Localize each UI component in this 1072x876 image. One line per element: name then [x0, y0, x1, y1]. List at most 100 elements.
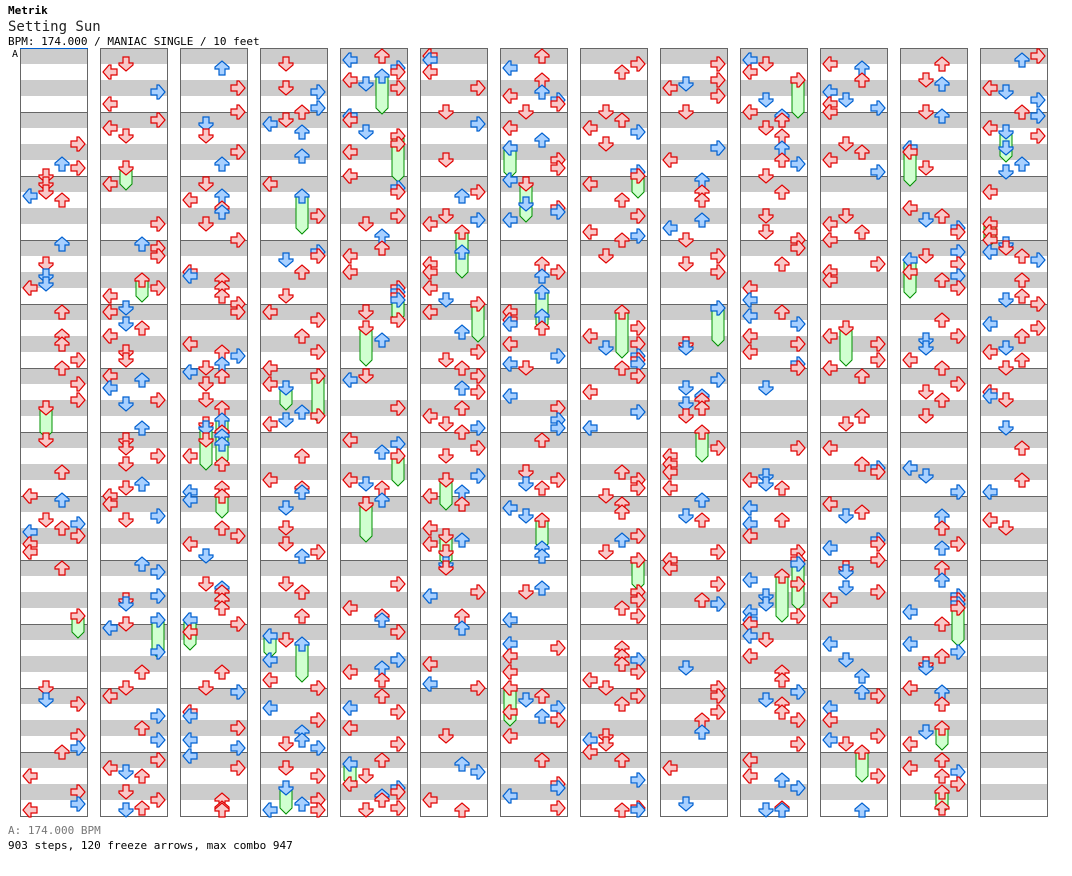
right-arrow-icon: [550, 712, 566, 728]
left-arrow-icon: [502, 120, 518, 136]
down-arrow-icon: [278, 252, 294, 268]
left-arrow-icon: [982, 388, 998, 404]
down-arrow-icon: [118, 352, 134, 368]
down-arrow-icon: [838, 416, 854, 432]
measure-border: [660, 752, 728, 817]
down-arrow-icon: [758, 92, 774, 108]
right-arrow-icon: [310, 768, 326, 784]
right-arrow-icon: [70, 740, 86, 756]
down-arrow-icon: [438, 152, 454, 168]
up-arrow-icon: [774, 672, 790, 688]
left-arrow-icon: [502, 636, 518, 652]
beat-stripe: [20, 752, 88, 768]
left-arrow-icon: [342, 720, 358, 736]
left-arrow-icon: [902, 352, 918, 368]
left-arrow-icon: [102, 288, 118, 304]
up-arrow-icon: [934, 720, 950, 736]
down-arrow-icon: [358, 216, 374, 232]
left-arrow-icon: [422, 52, 438, 68]
beat-stripe: [100, 720, 168, 736]
left-arrow-icon: [582, 732, 598, 748]
beat-stripe: [500, 80, 568, 96]
up-arrow-icon: [854, 408, 870, 424]
down-arrow-icon: [278, 632, 294, 648]
left-arrow-icon: [102, 328, 118, 344]
down-arrow-icon: [918, 104, 934, 120]
down-arrow-icon: [678, 796, 694, 812]
beat-stripe: [740, 80, 808, 96]
up-arrow-icon: [1014, 352, 1030, 368]
up-arrow-icon: [854, 456, 870, 472]
up-arrow-icon: [214, 400, 230, 416]
beat-stripe: [180, 144, 248, 160]
beat-stripe: [980, 528, 1048, 544]
beat-stripe: [100, 496, 168, 512]
left-arrow-icon: [742, 572, 758, 588]
left-arrow-icon: [502, 648, 518, 664]
beat-stripe: [420, 336, 488, 352]
right-arrow-icon: [150, 448, 166, 464]
beat-stripe: [580, 624, 648, 640]
left-arrow-icon: [262, 472, 278, 488]
right-arrow-icon: [390, 448, 406, 464]
right-arrow-icon: [710, 440, 726, 456]
right-arrow-icon: [950, 484, 966, 500]
beat-stripe: [500, 112, 568, 128]
down-arrow-icon: [598, 488, 614, 504]
right-arrow-icon: [550, 160, 566, 176]
down-arrow-icon: [998, 240, 1014, 256]
right-arrow-icon: [470, 344, 486, 360]
beat-stripe: [660, 528, 728, 544]
up-arrow-icon: [134, 800, 150, 816]
beat-stripe: [900, 48, 968, 64]
left-arrow-icon: [662, 480, 678, 496]
up-arrow-icon: [54, 560, 70, 576]
beat-stripe: [340, 208, 408, 224]
up-arrow-icon: [54, 520, 70, 536]
right-arrow-icon: [230, 348, 246, 364]
down-arrow-icon: [198, 128, 214, 144]
beat-stripe: [20, 368, 88, 384]
right-arrow-icon: [310, 84, 326, 100]
up-arrow-icon: [374, 228, 390, 244]
beat-stripe: [20, 560, 88, 576]
beat-stripe: [820, 592, 888, 608]
beat-stripe: [820, 496, 888, 512]
up-arrow-icon: [614, 532, 630, 548]
down-arrow-icon: [38, 400, 54, 416]
beat-stripe: [660, 656, 728, 672]
right-arrow-icon: [630, 608, 646, 624]
beat-stripe: [660, 432, 728, 448]
left-arrow-icon: [102, 496, 118, 512]
beat-stripe: [100, 176, 168, 192]
left-arrow-icon: [262, 672, 278, 688]
right-arrow-icon: [710, 300, 726, 316]
left-arrow-icon: [742, 472, 758, 488]
right-arrow-icon: [470, 368, 486, 384]
down-arrow-icon: [998, 164, 1014, 180]
down-arrow-icon: [278, 736, 294, 752]
down-arrow-icon: [118, 596, 134, 612]
beat-stripe: [740, 112, 808, 128]
right-arrow-icon: [310, 802, 326, 818]
left-arrow-icon: [342, 144, 358, 160]
up-arrow-icon: [454, 496, 470, 512]
left-arrow-icon: [582, 384, 598, 400]
left-arrow-icon: [742, 292, 758, 308]
left-arrow-icon: [502, 788, 518, 804]
down-arrow-icon: [758, 208, 774, 224]
beat-stripe: [980, 176, 1048, 192]
beat-stripe: [180, 304, 248, 320]
beat-stripe: [420, 528, 488, 544]
beat-stripe: [820, 336, 888, 352]
up-arrow-icon: [454, 324, 470, 340]
beat-stripe: [500, 752, 568, 768]
beat-stripe: [420, 304, 488, 320]
step-chart: A: [12, 48, 1048, 818]
beat-stripe: [260, 560, 328, 576]
right-arrow-icon: [150, 752, 166, 768]
right-arrow-icon: [470, 184, 486, 200]
right-arrow-icon: [550, 800, 566, 816]
right-arrow-icon: [230, 684, 246, 700]
up-arrow-icon: [774, 704, 790, 720]
